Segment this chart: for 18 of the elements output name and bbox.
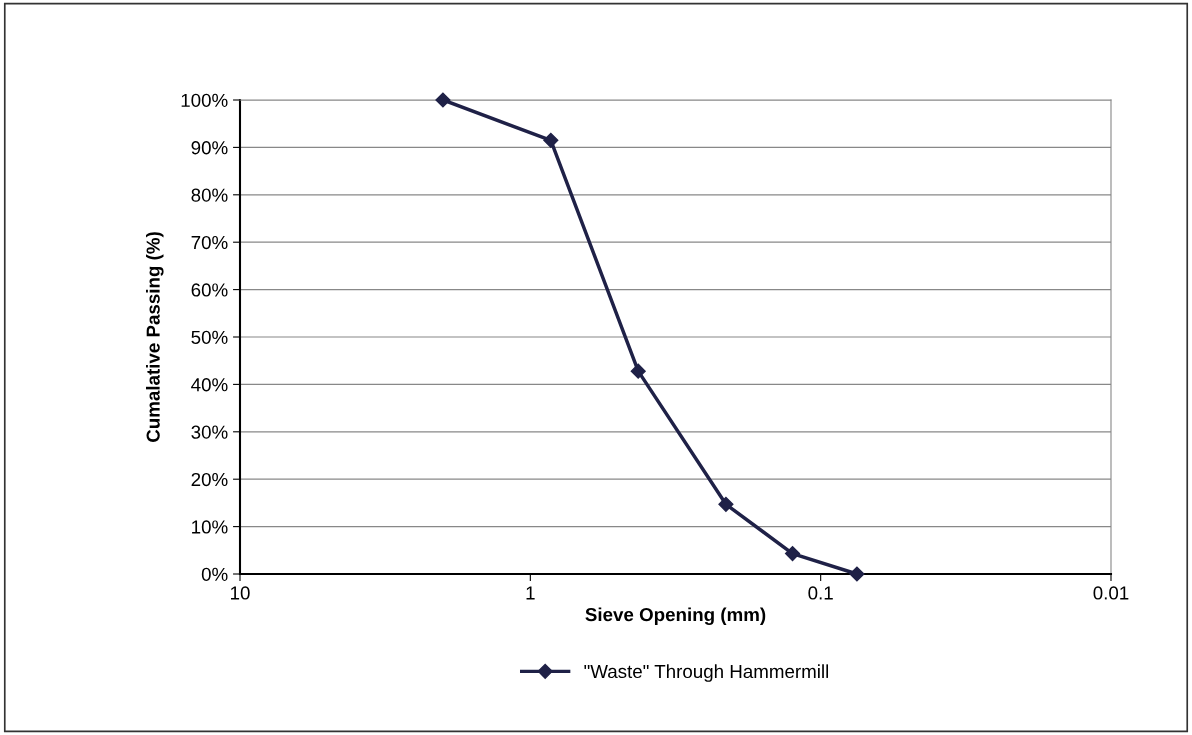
y-tick-label: 80% (191, 188, 228, 202)
y-tick-label: 100% (181, 93, 228, 107)
y-tick-label: 40% (191, 378, 228, 392)
y-tick-label: 10% (192, 520, 228, 534)
x-tick-label: 0.1 (808, 586, 833, 600)
x-tick-label: 0.01 (1093, 586, 1129, 600)
y-tick-label: 90% (191, 141, 228, 155)
y-tick-label: 30% (191, 425, 228, 439)
y-tick-label: 50% (191, 330, 228, 344)
x-axis-title: Sieve Opening (mm) (585, 607, 766, 626)
y-tick-label: 20% (191, 472, 228, 487)
y-tick-label: 70% (191, 235, 228, 250)
x-tick-label: 1 (526, 586, 535, 600)
y-tick-label: 0% (201, 567, 228, 581)
legend-label: "Waste" Through Hammermill (584, 664, 829, 682)
y-tick-label: 60% (191, 283, 228, 297)
x-tick-label: 10 (231, 586, 250, 600)
y-axis-title: Cumalative Passing (%) (146, 232, 164, 442)
